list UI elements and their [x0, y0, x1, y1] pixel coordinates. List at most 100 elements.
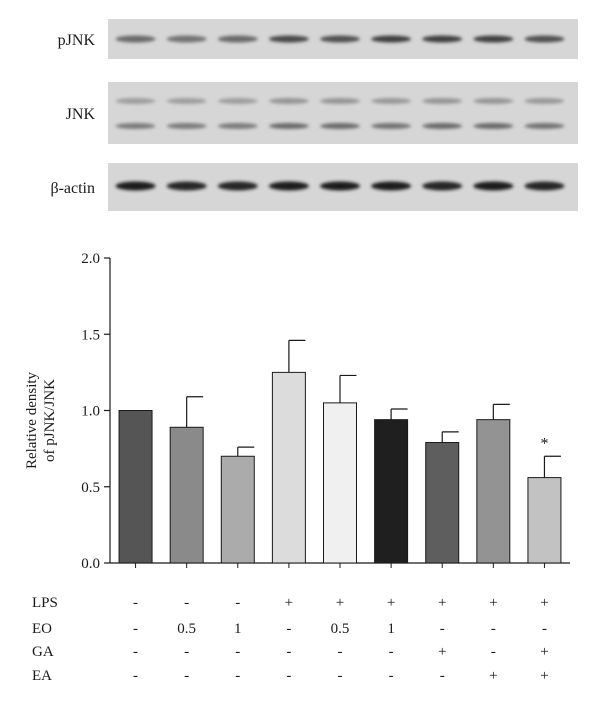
blot-band: [473, 98, 514, 104]
condition-value: +: [387, 595, 395, 611]
bar: [374, 419, 409, 564]
condition-name: GA: [32, 644, 54, 660]
blot-band: [422, 35, 463, 43]
condition-value: 1: [234, 621, 242, 637]
blot-band: [115, 35, 156, 43]
condition-value: -: [440, 668, 445, 684]
blot-band: [217, 35, 258, 43]
bar: [118, 410, 153, 564]
condition-value: +: [285, 595, 293, 611]
western-blot: pJNK JNK β-actin: [50, 19, 578, 211]
condition-value: -: [286, 668, 291, 684]
bar: [527, 477, 562, 564]
blot-band: [115, 123, 156, 129]
condition-value: +: [489, 595, 497, 611]
y-axis-label: Relative density of pJNK/JNK: [24, 371, 58, 469]
bar: [169, 426, 204, 564]
y-tick-label: 1.5: [81, 327, 100, 343]
condition-value: -: [235, 595, 240, 611]
blot-band: [473, 181, 514, 191]
condition-value: -: [491, 644, 496, 660]
condition-value: +: [489, 668, 497, 684]
condition-value: -: [389, 668, 394, 684]
condition-value: 0.5: [177, 621, 196, 637]
blot-band: [524, 98, 565, 104]
y-ticks: 0.0 0.5 1.0 1.5 2.0: [81, 251, 110, 572]
condition-row-EO: EO - 0.5 1 - 0.5 1 - - -: [32, 621, 547, 637]
bar: [323, 402, 357, 564]
blot-band: [166, 123, 207, 129]
blot-band: [371, 123, 412, 129]
condition-value: -: [542, 621, 547, 637]
blot-band: [320, 98, 360, 104]
blot-band: [524, 181, 565, 191]
condition-value: -: [338, 668, 343, 684]
blot-row-label: JNK: [66, 106, 96, 123]
bar: [425, 442, 460, 564]
blot-band: [217, 98, 258, 104]
y-axis-label-line: of pJNK/JNK: [42, 379, 58, 462]
condition-value: -: [235, 644, 240, 660]
condition-value: -: [491, 621, 496, 637]
significance-markers: *: [540, 435, 548, 452]
y-tick-label: 1.0: [81, 404, 100, 420]
condition-value: -: [184, 595, 189, 611]
y-tick-label: 2.0: [81, 251, 100, 267]
blot-band: [371, 181, 412, 191]
blot-band: [524, 123, 565, 129]
condition-value: -: [184, 668, 189, 684]
condition-name: EA: [32, 668, 52, 684]
condition-value: -: [133, 621, 138, 637]
bar-series: [118, 371, 562, 564]
bar: [220, 455, 255, 564]
condition-value: -: [133, 668, 138, 684]
bar: [271, 371, 306, 564]
blot-band: [268, 181, 309, 191]
condition-value: -: [286, 644, 291, 660]
condition-value: 0.5: [331, 621, 350, 637]
condition-name: EO: [32, 621, 52, 637]
condition-row-GA: GA - - - - - - + - +: [32, 644, 549, 660]
condition-row-EA: EA - - - - - - - + +: [32, 668, 549, 684]
blot-band: [371, 35, 412, 43]
bar: [476, 419, 511, 564]
blot-band: [320, 181, 360, 191]
y-tick-label: 0.5: [81, 480, 100, 496]
blot-row-pJNK: pJNK: [58, 19, 578, 59]
y-axis-label-line: Relative density: [24, 371, 40, 469]
condition-table: LPS - - - + + + + + + EO - 0.5 1 - 0.5 1 - - - GA - - - - - - + - + EA…: [32, 595, 549, 684]
blot-band: [371, 98, 412, 104]
blot-row-label: pJNK: [58, 32, 96, 49]
condition-value: -: [235, 668, 240, 684]
blot-band: [268, 35, 309, 43]
blot-band: [217, 123, 258, 129]
condition-value: -: [133, 595, 138, 611]
blot-band: [268, 123, 309, 129]
condition-value: 1: [387, 621, 395, 637]
error-bars: [186, 339, 561, 478]
condition-value: +: [336, 595, 344, 611]
bar-chart: 0.0 0.5 1.0 1.5 2.0 Relative density of pJNK/…: [24, 251, 570, 572]
blot-band: [268, 98, 309, 104]
blot-band: [422, 98, 463, 104]
condition-value: -: [184, 644, 189, 660]
condition-value: -: [440, 621, 445, 637]
condition-value: -: [286, 621, 291, 637]
y-tick-label: 0.0: [81, 556, 100, 572]
blot-band: [422, 123, 463, 129]
blot-band: [166, 35, 207, 43]
blot-band: [320, 35, 360, 43]
condition-name: LPS: [32, 595, 58, 611]
condition-value: +: [540, 644, 548, 660]
blot-band: [115, 98, 156, 104]
condition-value: -: [389, 644, 394, 660]
blot-strip: [108, 82, 578, 144]
condition-value: +: [438, 644, 446, 660]
blot-row-JNK: JNK: [66, 82, 578, 144]
blot-band: [320, 123, 360, 129]
blot-band: [524, 35, 565, 43]
blot-band: [422, 181, 463, 191]
blot-row-label: β-actin: [50, 180, 95, 197]
condition-value: +: [438, 595, 446, 611]
